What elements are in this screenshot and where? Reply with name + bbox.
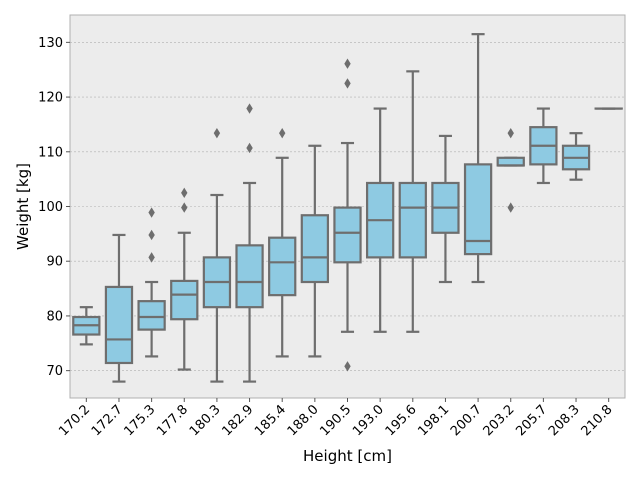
x-tick-label: 200.7 [448, 402, 485, 439]
x-tick-label: 170.2 [56, 402, 93, 439]
box-iqr [269, 238, 295, 295]
box-iqr [498, 158, 524, 166]
x-axis-label: Height [cm] [303, 447, 392, 465]
x-tick-label: 190.5 [317, 402, 354, 439]
y-axis-label: Weight [kg] [14, 163, 32, 250]
x-tick-label: 205.7 [513, 402, 550, 439]
y-tick-label: 110 [38, 145, 63, 160]
y-tick-label: 80 [46, 309, 63, 324]
x-axis-ticks: 170.2172.7175.3177.8180.3182.9185.4188.0… [56, 398, 615, 439]
y-tick-label: 70 [46, 364, 63, 379]
x-tick-label: 193.0 [350, 402, 387, 439]
y-tick-label: 90 [46, 255, 63, 270]
x-tick-label: 177.8 [154, 402, 191, 439]
x-tick-label: 210.8 [579, 402, 616, 439]
x-tick-label: 198.1 [415, 402, 452, 439]
box-iqr [334, 208, 360, 263]
x-tick-label: 188.0 [285, 402, 322, 439]
x-tick-label: 203.2 [481, 402, 518, 439]
x-tick-label: 172.7 [89, 402, 126, 439]
x-tick-label: 175.3 [122, 402, 159, 439]
box-iqr [302, 215, 328, 282]
x-tick-label: 185.4 [252, 402, 289, 439]
y-tick-label: 130 [38, 36, 63, 51]
box-iqr [139, 301, 165, 329]
x-tick-label: 208.3 [546, 402, 583, 439]
x-tick-label: 180.3 [187, 402, 224, 439]
box-iqr [171, 281, 197, 319]
y-tick-label: 100 [38, 200, 63, 215]
x-tick-label: 182.9 [219, 402, 256, 439]
box-iqr [237, 245, 263, 307]
box-iqr [106, 287, 132, 363]
y-axis-ticks: 70 80 90 100 110 120 130 [38, 36, 70, 379]
y-tick-label: 120 [38, 91, 63, 106]
box-iqr [400, 183, 426, 257]
x-tick-label: 195.6 [383, 402, 420, 439]
